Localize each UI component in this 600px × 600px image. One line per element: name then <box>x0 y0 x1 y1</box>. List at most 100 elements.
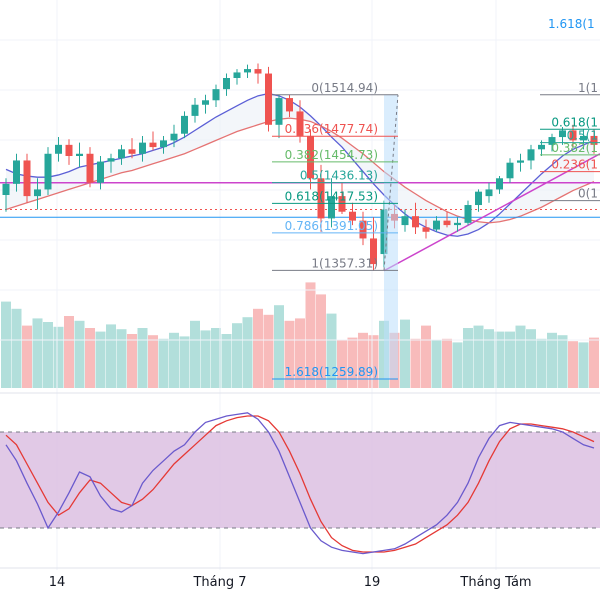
candle-body[interactable] <box>412 216 419 228</box>
candle-body[interactable] <box>107 158 115 162</box>
fib-extension-label[interactable]: 0.382(1 <box>551 141 598 155</box>
candle-body[interactable] <box>569 130 577 141</box>
candle-body[interactable] <box>149 142 157 148</box>
candle-body[interactable] <box>370 238 377 265</box>
candle-body[interactable] <box>527 149 535 161</box>
candle-body[interactable] <box>538 144 545 150</box>
candle[interactable] <box>590 129 598 154</box>
candle-body[interactable] <box>2 183 10 195</box>
candle[interactable] <box>275 94 283 139</box>
candle[interactable] <box>569 124 577 148</box>
candle[interactable] <box>233 69 241 85</box>
candle-body[interactable] <box>160 140 167 148</box>
candle[interactable] <box>517 153 524 172</box>
candle-body[interactable] <box>23 160 31 197</box>
candle[interactable] <box>328 178 335 228</box>
candle[interactable] <box>128 138 136 159</box>
candle-body[interactable] <box>76 153 83 156</box>
candle[interactable] <box>23 153 31 203</box>
fibonacci-layer[interactable]: 0(1514.94) 0.236(1477.74) 0.382(1454.73) 0.… <box>272 17 600 380</box>
fib-level-label[interactable]: 0(1514.94) <box>311 81 378 95</box>
candle[interactable] <box>86 147 94 188</box>
fib-level-label[interactable]: 0.382(1454.73) <box>285 148 378 162</box>
candle[interactable] <box>149 131 157 151</box>
candle[interactable] <box>160 135 167 154</box>
candle[interactable] <box>422 219 430 239</box>
candle[interactable] <box>55 137 62 162</box>
candle[interactable] <box>212 84 220 107</box>
candle-body[interactable] <box>328 196 335 219</box>
candle[interactable] <box>296 100 304 143</box>
candle-body[interactable] <box>118 149 125 159</box>
candle[interactable] <box>170 124 178 148</box>
candle-body[interactable] <box>590 135 598 145</box>
candle[interactable] <box>76 142 83 168</box>
candle-body[interactable] <box>422 227 430 232</box>
candle[interactable] <box>13 153 20 192</box>
candle[interactable] <box>317 164 325 232</box>
candle[interactable] <box>496 176 503 194</box>
candle-body[interactable] <box>506 162 514 179</box>
candle[interactable] <box>202 94 209 114</box>
candle-body[interactable] <box>475 191 482 206</box>
candle-body[interactable] <box>433 220 440 230</box>
candle[interactable] <box>265 66 272 132</box>
candle[interactable] <box>401 209 409 232</box>
candle[interactable] <box>412 202 419 234</box>
fib-extension-label[interactable]: 0.236(1 <box>551 158 598 172</box>
candle[interactable] <box>191 98 199 123</box>
candle-body[interactable] <box>181 115 188 134</box>
fib-level-label[interactable]: 0.5(1436.13) <box>300 169 378 183</box>
candle-body[interactable] <box>317 178 325 219</box>
candle-body[interactable] <box>55 144 62 154</box>
candle-body[interactable] <box>254 69 262 74</box>
candle[interactable] <box>359 211 367 246</box>
candle-body[interactable] <box>233 72 241 78</box>
candle-body[interactable] <box>548 137 556 145</box>
candle-body[interactable] <box>496 178 503 190</box>
candle-body[interactable] <box>265 73 272 125</box>
candle[interactable] <box>244 64 251 78</box>
fib-extension-label[interactable]: 1.618(1 <box>548 17 595 31</box>
candle-body[interactable] <box>139 142 146 154</box>
candle-body[interactable] <box>296 111 304 136</box>
candle[interactable] <box>559 127 566 145</box>
candle[interactable] <box>580 129 587 150</box>
candle-body[interactable] <box>128 149 136 154</box>
candle-body[interactable] <box>223 78 230 90</box>
candle-body[interactable] <box>65 144 73 156</box>
candle[interactable] <box>443 211 451 228</box>
fib-extension-label[interactable]: 0.618(1 <box>551 115 598 129</box>
fib-level-label[interactable]: 0.618(1417.53) <box>285 189 378 203</box>
fib-level-label[interactable]: 1(1357.31) <box>311 256 378 270</box>
candle-body[interactable] <box>97 161 104 183</box>
fib-level-label[interactable]: 0.236(1477.74) <box>285 122 378 136</box>
fib-extension-label[interactable]: 0(1 <box>578 187 598 201</box>
candle-body[interactable] <box>401 216 409 226</box>
candle-body[interactable] <box>349 211 356 221</box>
candle-body[interactable] <box>307 135 314 179</box>
candle[interactable] <box>485 182 493 203</box>
candle[interactable] <box>307 129 314 190</box>
candle-body[interactable] <box>443 220 451 226</box>
candle[interactable] <box>107 153 115 173</box>
candle-body[interactable] <box>359 220 367 239</box>
candle-body[interactable] <box>517 160 524 163</box>
candle[interactable] <box>338 182 346 214</box>
candle-body[interactable] <box>559 130 566 138</box>
candle[interactable] <box>454 217 461 232</box>
candle-body[interactable] <box>275 98 283 125</box>
candle[interactable] <box>44 147 52 195</box>
candle-body[interactable] <box>170 133 178 141</box>
candle-body[interactable] <box>212 89 220 101</box>
candle[interactable] <box>506 158 514 183</box>
candle-body[interactable] <box>464 205 472 223</box>
fib-extension-label[interactable]: 0.5(1 <box>567 129 598 143</box>
candle[interactable] <box>65 139 73 165</box>
candle[interactable] <box>118 144 125 165</box>
candle[interactable] <box>527 144 535 170</box>
candle[interactable] <box>181 111 188 139</box>
candle-body[interactable] <box>244 69 251 73</box>
candle[interactable] <box>34 178 41 210</box>
